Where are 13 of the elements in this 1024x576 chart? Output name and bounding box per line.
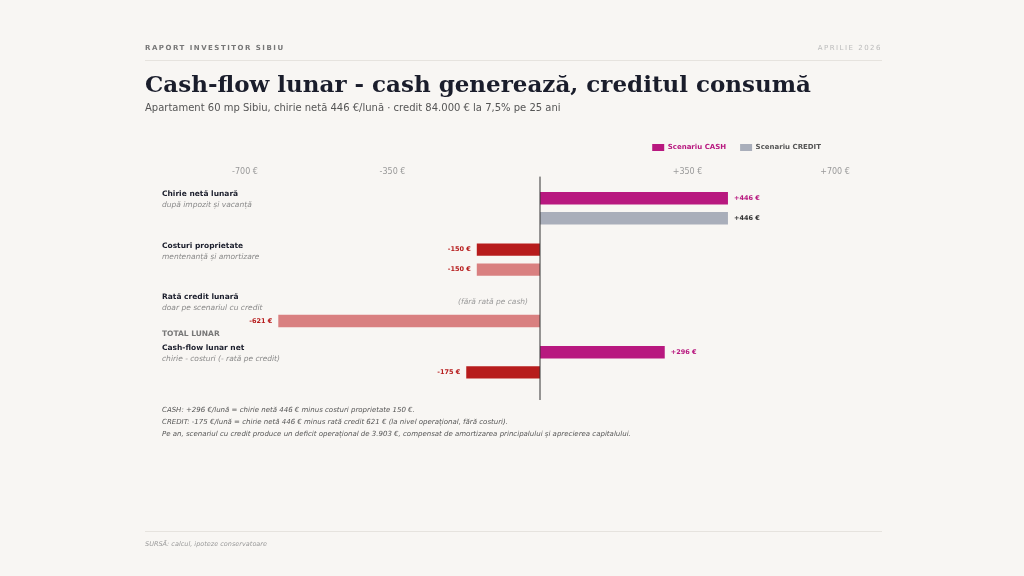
bar: [476, 243, 540, 256]
x-tick-label: +700 €: [820, 166, 850, 176]
bar: [540, 192, 728, 205]
bar: [540, 346, 665, 359]
chart-subtitle: Apartament 60 mp Sibiu, chirie netă 446 €/lună · credit 84.000 € la 7,5% pe 25 ani: [145, 102, 561, 113]
x-tick-label: -350 €: [379, 166, 406, 176]
bar: [278, 314, 540, 328]
bar: [540, 212, 728, 225]
x-tick-label: -700 €: [232, 166, 258, 176]
chart-title: Cash-flow lunar - cash generează, creditul consumă: [145, 70, 811, 97]
x-tick-label: +350 €: [672, 166, 703, 176]
bar: [466, 366, 540, 379]
bar: [476, 263, 540, 276]
